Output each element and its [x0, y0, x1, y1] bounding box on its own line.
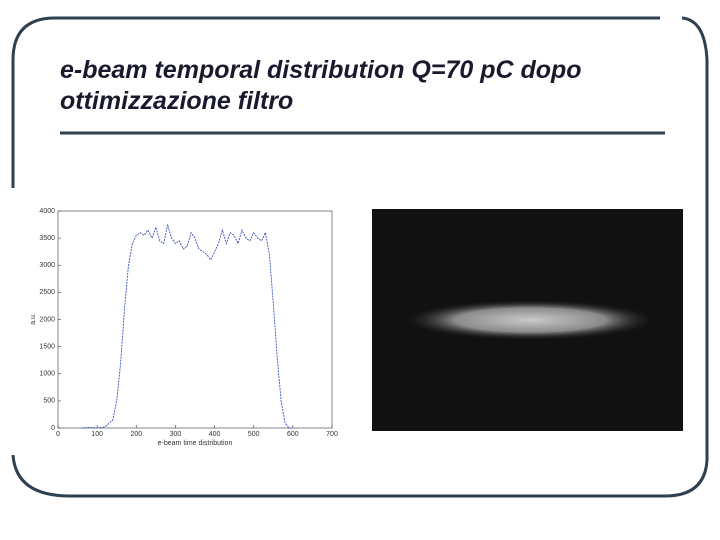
y-tick-label: 3500: [39, 235, 55, 242]
y-tick-label: 2500: [39, 289, 55, 296]
x-tick-label: 700: [326, 431, 338, 438]
x-tick-label: 400: [209, 431, 221, 438]
y-axis-label: a.u.: [30, 313, 37, 325]
x-tick-label: 0: [56, 431, 60, 438]
y-tick-label: 1000: [39, 371, 55, 378]
x-tick-label: 300: [170, 431, 182, 438]
x-tick-label: 600: [287, 431, 299, 438]
x-tick-label: 200: [130, 431, 142, 438]
x-tick-label: 500: [248, 431, 260, 438]
beam-spot: [405, 300, 655, 340]
x-tick-label: 100: [91, 431, 103, 438]
y-tick-label: 4000: [39, 208, 55, 215]
x-axis-label: e-beam time distribution: [158, 440, 233, 447]
y-tick-label: 1500: [39, 343, 55, 350]
slide-title: e-beam temporal distribution Q=70 pC dop…: [60, 56, 582, 115]
y-tick-label: 3000: [39, 262, 55, 269]
data-line: [81, 224, 293, 429]
y-tick-label: 2000: [39, 316, 55, 323]
y-tick-label: 0: [51, 425, 55, 432]
y-tick-label: 500: [43, 398, 55, 405]
